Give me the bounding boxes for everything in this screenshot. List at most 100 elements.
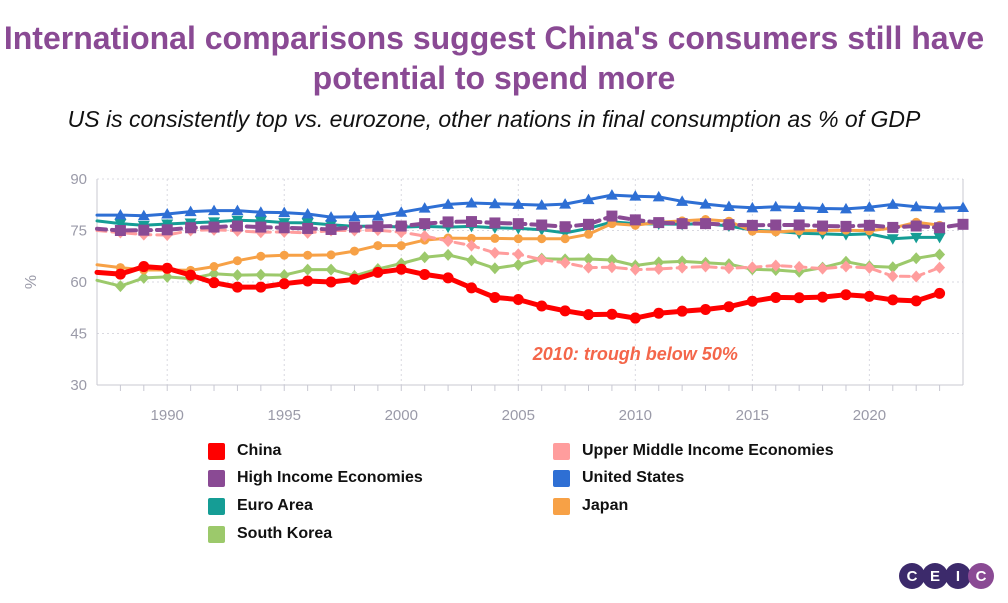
data-point <box>584 229 594 239</box>
data-point <box>770 291 782 303</box>
data-point <box>371 210 384 221</box>
data-point <box>700 218 712 230</box>
data-point <box>536 219 548 231</box>
data-point <box>325 211 338 222</box>
legend-item[interactable]: United States <box>553 469 684 487</box>
data-point <box>887 221 899 233</box>
data-point <box>559 198 572 209</box>
data-point <box>746 295 758 307</box>
data-point <box>512 258 524 271</box>
data-point <box>232 256 242 266</box>
data-point <box>512 218 524 230</box>
data-point <box>653 307 665 319</box>
data-point <box>652 190 665 202</box>
data-point <box>653 256 665 269</box>
data-point <box>934 248 946 261</box>
data-point <box>114 225 126 236</box>
data-point <box>512 248 524 261</box>
data-point <box>817 291 829 303</box>
data-point <box>208 267 220 280</box>
data-point <box>348 210 361 222</box>
data-point <box>208 221 220 233</box>
data-point <box>278 269 290 282</box>
data-point <box>793 260 805 273</box>
legend-label: Japan <box>582 497 629 514</box>
data-point <box>372 266 384 278</box>
data-point <box>629 263 641 276</box>
legend-item[interactable]: High Income Economies <box>208 469 423 487</box>
data-point <box>863 290 875 302</box>
data-point <box>910 252 922 265</box>
legend-swatch <box>553 442 570 460</box>
legend-label: Upper Middle Income Economies <box>582 442 834 459</box>
data-point <box>910 270 922 283</box>
data-point <box>489 217 501 229</box>
data-point <box>395 263 407 275</box>
data-point <box>325 276 337 288</box>
data-point <box>419 251 431 264</box>
legend-swatch <box>208 469 225 487</box>
data-point <box>769 200 782 212</box>
data-point <box>886 198 899 209</box>
logo-letter: I <box>945 563 971 589</box>
data-point <box>606 308 618 320</box>
data-point <box>817 220 829 232</box>
data-point <box>138 224 150 236</box>
legend-item[interactable]: Japan <box>553 497 628 515</box>
data-point <box>700 303 712 315</box>
data-point <box>465 197 478 208</box>
data-point <box>910 295 922 307</box>
x-tick-label: 2020 <box>853 407 886 424</box>
data-point <box>465 239 477 252</box>
data-point <box>208 204 221 216</box>
data-point <box>161 224 173 236</box>
data-point <box>348 273 360 285</box>
data-point <box>442 235 454 248</box>
data-point <box>605 189 618 200</box>
legend-item[interactable]: China <box>208 442 281 460</box>
data-point <box>255 268 267 281</box>
data-point <box>629 312 641 324</box>
data-point <box>138 271 150 284</box>
legend-item[interactable]: Euro Area <box>208 497 313 515</box>
data-point <box>863 201 876 212</box>
legend-label: High Income Economies <box>237 469 423 486</box>
data-point <box>373 241 383 251</box>
data-point <box>793 201 806 212</box>
data-point <box>863 219 875 231</box>
data-point <box>466 233 476 243</box>
data-point <box>161 262 173 274</box>
data-point <box>231 204 244 216</box>
annotation-label: 2010: trough below 50% <box>532 344 738 364</box>
data-point <box>699 198 712 209</box>
data-point <box>676 218 688 230</box>
data-point <box>326 250 336 260</box>
data-point <box>887 261 899 274</box>
logo-letter: C <box>968 563 994 589</box>
data-point <box>278 206 291 218</box>
data-point <box>746 219 758 231</box>
data-point <box>887 294 899 306</box>
x-tick-label: 2000 <box>385 407 418 424</box>
data-point <box>957 218 969 230</box>
data-point <box>793 292 805 304</box>
data-point <box>348 221 360 233</box>
data-point <box>559 221 571 233</box>
legend-item[interactable]: Upper Middle Income Economies <box>553 442 834 460</box>
data-point <box>583 218 595 230</box>
data-point <box>185 222 197 234</box>
data-point <box>606 261 618 274</box>
legend-item[interactable]: South Korea <box>208 525 332 543</box>
ceic-logo: C E I C <box>899 563 994 589</box>
data-point <box>442 248 454 261</box>
data-point <box>256 251 266 261</box>
data-point <box>161 270 173 283</box>
x-tick-label: 2005 <box>502 407 535 424</box>
data-point <box>395 206 408 217</box>
data-point <box>887 270 899 283</box>
data-point <box>278 222 290 234</box>
data-point <box>442 198 455 209</box>
legend-label: South Korea <box>237 525 333 542</box>
data-point <box>512 198 525 209</box>
